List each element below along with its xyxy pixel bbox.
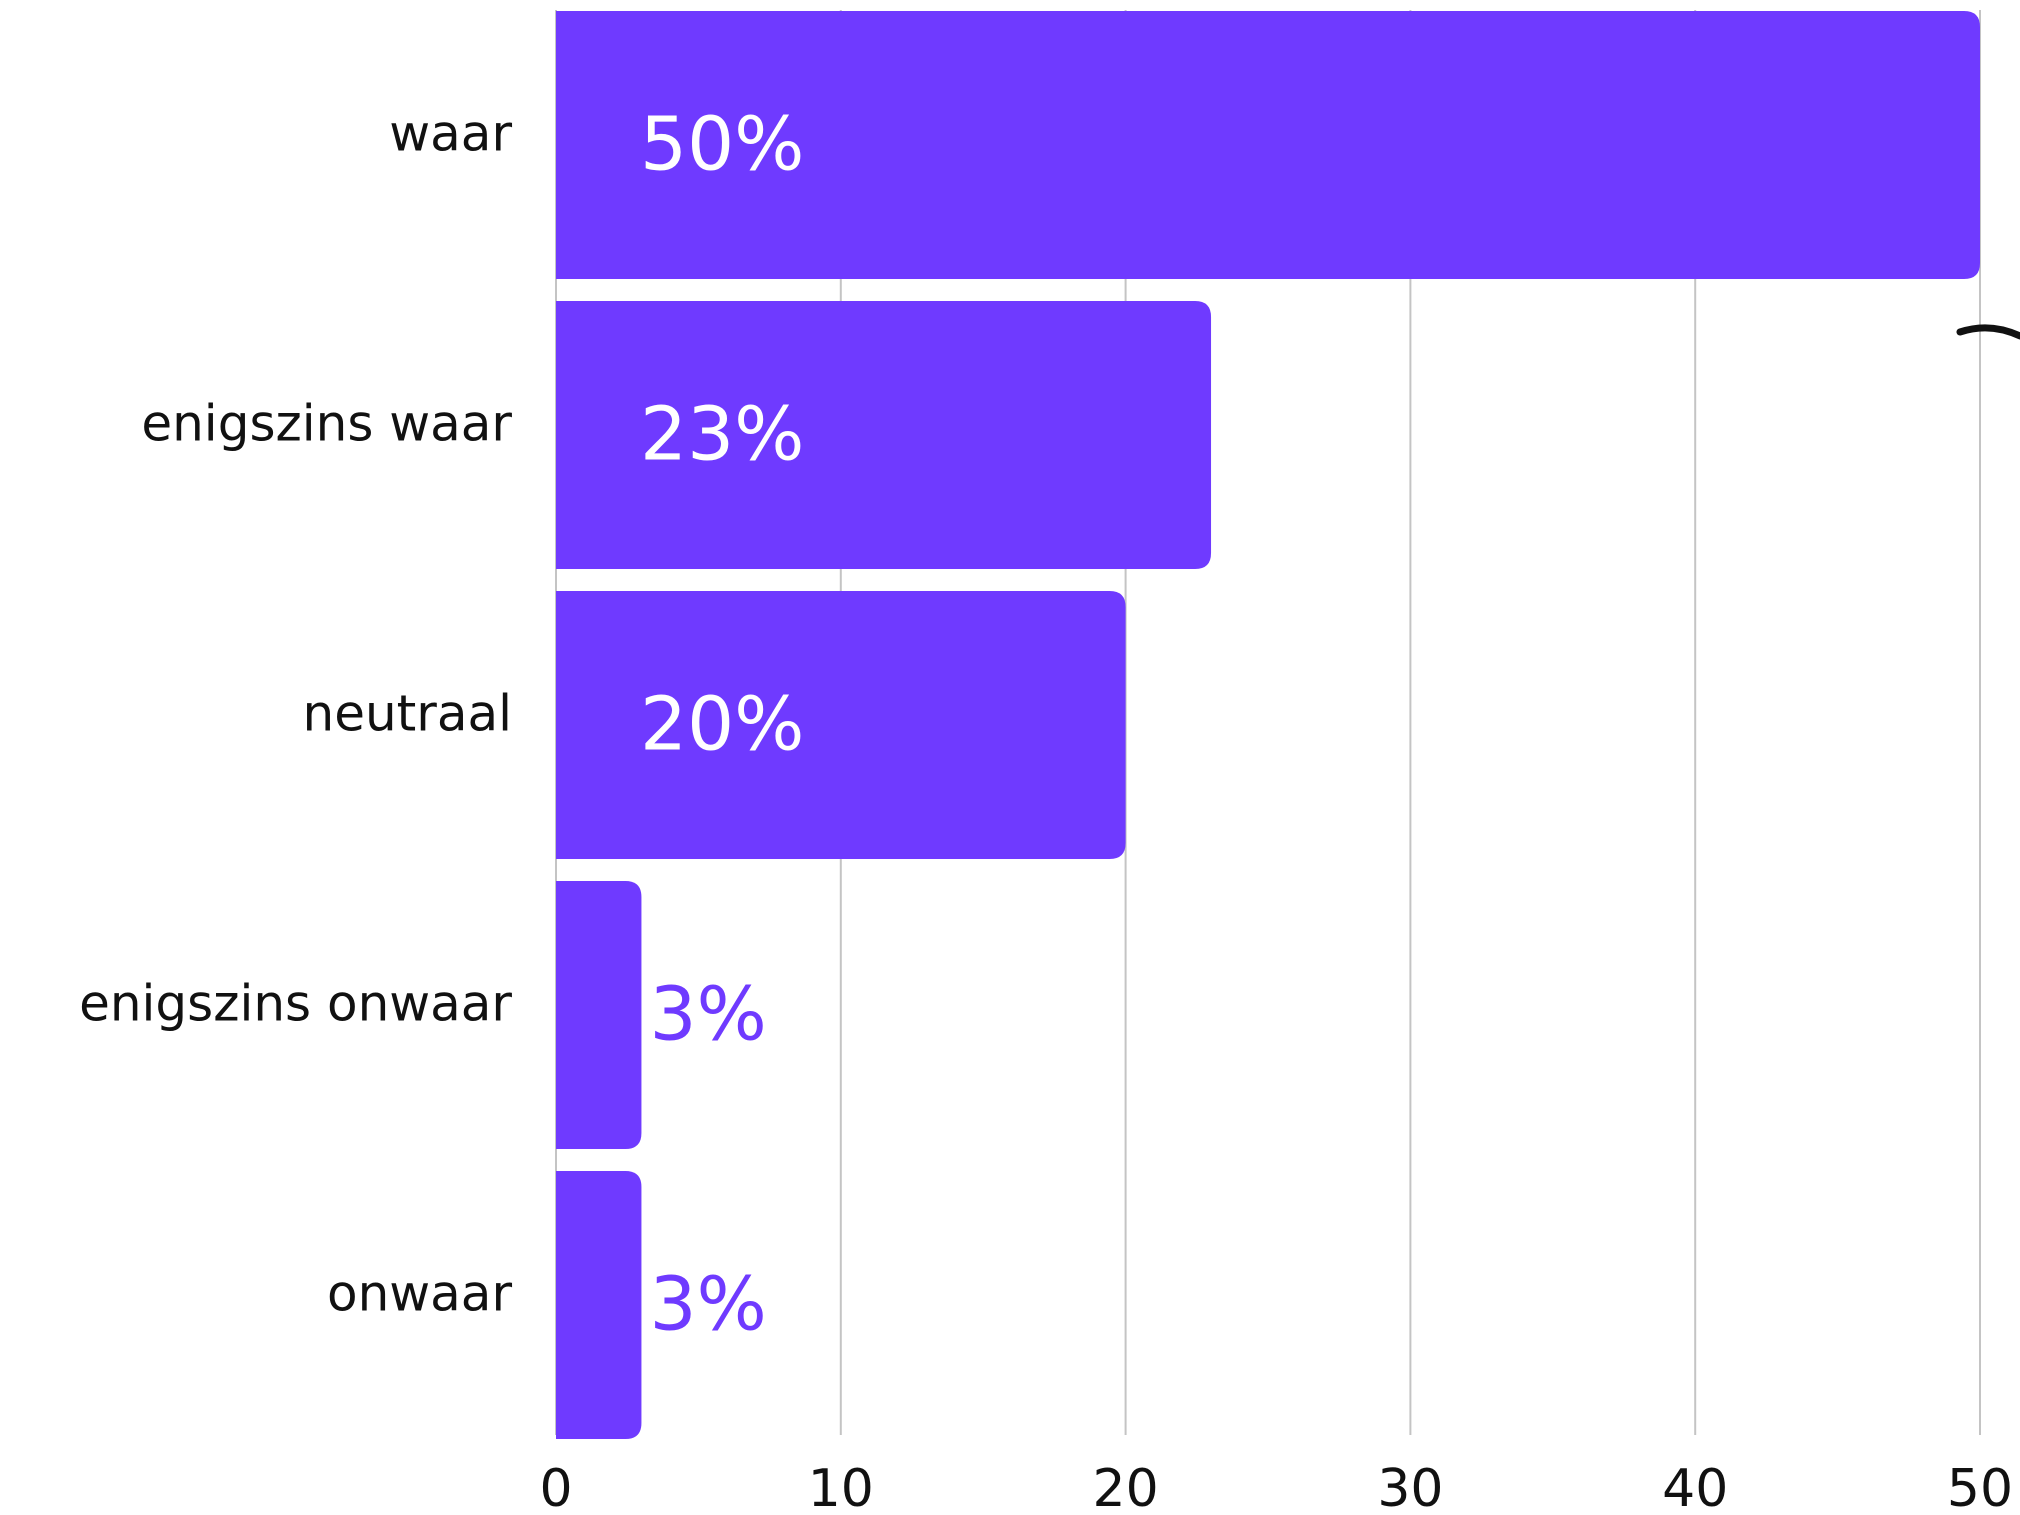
value-label: 3% (649, 972, 766, 1058)
x-tick-label: 40 (1662, 1459, 1728, 1515)
value-labels: 50% 23% 20% 3% 3% (640, 102, 804, 1348)
x-axis-ticks: 0 10 20 30 40 50 (539, 1459, 2013, 1515)
category-label: waar (389, 105, 512, 163)
value-label: 50% (640, 102, 804, 188)
category-label: neutraal (303, 685, 512, 743)
value-label: 3% (649, 1262, 766, 1348)
category-labels: waar enigszins waar neutraal enigszins onwa… (79, 105, 512, 1323)
bar-neutraal (556, 591, 1126, 859)
x-tick-label: 30 (1377, 1459, 1443, 1515)
category-label: enigszins waar (141, 395, 512, 453)
value-label: 20% (640, 682, 804, 768)
bar-onwaar (556, 1171, 642, 1439)
category-label: enigszins onwaar (79, 975, 512, 1033)
bar-enigszins-waar (556, 301, 1212, 569)
bar-waar (556, 11, 1980, 279)
bars (556, 11, 1980, 1439)
x-tick-label: 10 (808, 1459, 874, 1515)
bar-enigszins-onwaar (556, 881, 642, 1149)
cropped-marker-stroke (1956, 324, 2020, 340)
x-tick-label: 50 (1947, 1459, 2013, 1515)
x-tick-label: 0 (539, 1459, 572, 1515)
x-tick-label: 20 (1093, 1459, 1159, 1515)
value-label: 23% (640, 392, 804, 478)
category-label: onwaar (327, 1265, 512, 1323)
